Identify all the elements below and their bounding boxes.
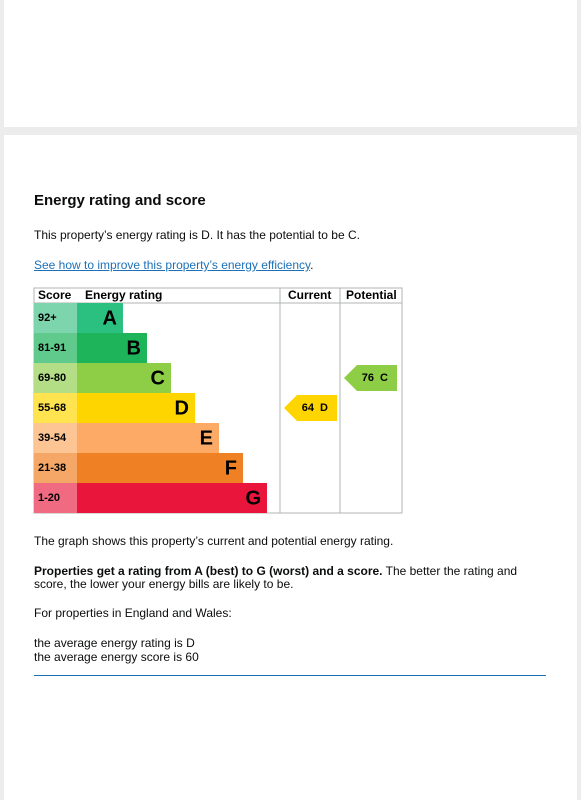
score-cell [34,393,77,423]
band-letter: F [225,457,237,479]
divider [34,675,546,676]
band-letter: C [151,367,165,389]
graph-note: The graph shows this property’s current … [34,534,394,548]
score-cell [34,333,77,363]
explain-rest: The better the rating and score, the low… [34,564,518,591]
energy-chart: Score Energy rating Current Potential 92+ A 81… [33,287,403,514]
band-bar [77,483,267,513]
explanation: Properties get a rating from A (best) to… [34,565,539,591]
band-range: 21-38 [38,462,66,474]
title: Energy rating and score [34,192,206,209]
average-score: the average energy score is 60 [34,650,199,664]
score-cell [34,483,77,513]
column-header: Energy rating [85,288,162,302]
band-range: 39-54 [38,432,67,444]
band-bar [77,423,219,453]
region: For properties in England and Wales: [34,606,232,620]
column-header: Current [288,288,331,302]
top-card [4,0,577,127]
band-bar [77,333,147,363]
band-letter: E [200,427,213,449]
band-range: 1-20 [38,492,60,504]
link-line: See how to improve this property’s energ… [34,259,313,272]
score-cell [34,363,77,393]
link-suffix: . [310,258,314,272]
band-bar [77,303,123,333]
band-range: 69-80 [38,372,66,384]
potential-arrow [344,365,397,391]
band-bar [77,453,243,483]
band-letter: D [175,397,189,419]
average-rating: the average energy rating is D [34,636,195,650]
band-letter: A [103,307,117,329]
potential-score: 76 [362,372,374,384]
current-arrow [284,395,337,421]
intro: This property’s energy rating is D. It h… [34,228,360,242]
explain-bold: Properties get a rating from A (best) to… [34,564,383,578]
band-range: 92+ [38,312,57,324]
band-bar [77,363,171,393]
potential-rating: C [380,372,388,384]
band-letter: B [127,337,141,359]
score-cell [34,453,77,483]
band-letter: G [245,487,261,509]
band-range: 55-68 [38,402,66,414]
score-cell [34,303,77,333]
band-bar [77,393,195,423]
band-range: 81-91 [38,342,66,354]
improve-link[interactable]: See how to improve this property’s energ… [34,258,311,272]
score-cell [34,423,77,453]
current-score: 64 [302,402,315,414]
column-header: Potential [346,288,397,302]
column-header: Score [38,288,72,302]
current-rating: D [320,402,328,414]
